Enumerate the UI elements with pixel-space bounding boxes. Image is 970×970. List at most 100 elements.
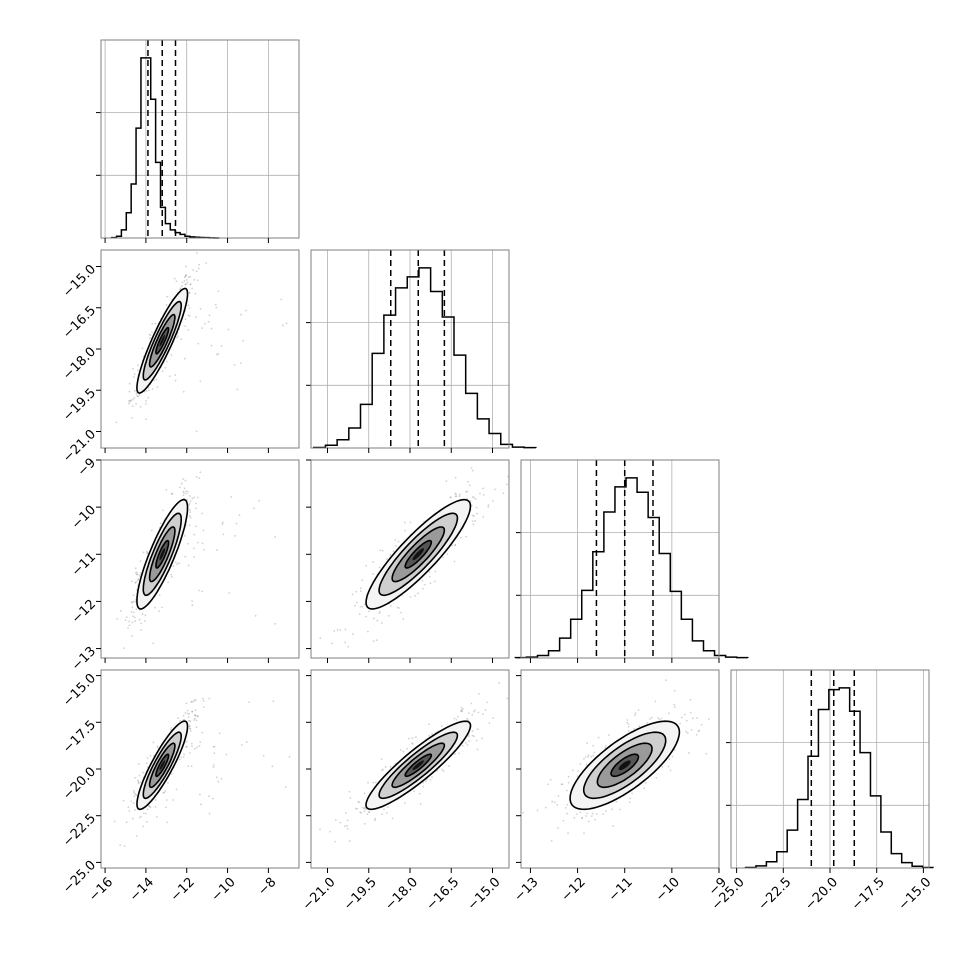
scatter-point xyxy=(166,361,168,363)
scatter-point xyxy=(184,487,186,489)
scatter-point xyxy=(208,698,210,700)
scatter-point xyxy=(129,401,131,403)
scatter-point xyxy=(701,724,703,726)
scatter-point xyxy=(189,503,191,505)
scatter-point xyxy=(428,735,430,737)
scatter-point xyxy=(134,601,136,603)
scatter-point xyxy=(179,759,181,761)
scatter-point xyxy=(193,279,195,281)
scatter-point xyxy=(408,738,410,740)
scatter-point xyxy=(397,607,399,609)
scatter-point xyxy=(381,758,383,760)
scatter-point xyxy=(139,574,141,576)
scatter-point xyxy=(137,370,139,372)
scatter-point xyxy=(184,719,186,721)
scatter-point xyxy=(165,806,167,808)
scatter-point xyxy=(468,735,470,737)
scatter-point xyxy=(455,719,457,721)
scatter-point xyxy=(274,623,276,625)
scatter-point xyxy=(522,812,524,814)
scatter-point xyxy=(176,788,178,790)
scatter-point xyxy=(611,808,613,810)
scatter-point xyxy=(472,470,474,472)
scatter-point xyxy=(200,803,202,805)
scatter-point xyxy=(192,498,194,500)
scatter-point xyxy=(138,579,140,581)
y-tick-label: −13 xyxy=(69,644,99,674)
scatter-point xyxy=(199,471,201,473)
scatter-point xyxy=(587,756,589,758)
scatter-point xyxy=(404,802,406,804)
scatter-point xyxy=(469,484,471,486)
scatter-point xyxy=(579,811,581,813)
scatter-point xyxy=(634,714,636,716)
scatter-point xyxy=(242,340,244,342)
scatter-point xyxy=(189,515,191,517)
hist-panel-3 xyxy=(726,670,933,873)
scatter-point xyxy=(592,745,594,747)
scatter-point xyxy=(687,732,689,734)
scatter-point xyxy=(472,520,474,522)
scatter-point xyxy=(274,536,276,538)
scatter-point xyxy=(364,807,366,809)
hist-panel-2 xyxy=(515,460,747,663)
x-tick-label: −18.0 xyxy=(382,875,421,914)
scatter-point xyxy=(354,605,356,607)
scatter-point xyxy=(746,689,748,691)
panel-content xyxy=(116,249,288,432)
scatter-point xyxy=(198,590,200,592)
scatter-point xyxy=(465,491,467,493)
scatter-point xyxy=(628,726,630,728)
histogram xyxy=(515,478,747,658)
scatter-point xyxy=(192,269,194,271)
scatter-point xyxy=(176,563,178,565)
y-tick-label: −21.0 xyxy=(60,427,99,466)
scatter-point xyxy=(385,766,387,768)
scatter-point xyxy=(429,571,431,573)
scatter-point xyxy=(383,809,385,811)
scatter-point xyxy=(458,495,460,497)
x-tick-label: −16.5 xyxy=(424,875,463,914)
x-tick-label: −8 xyxy=(255,875,279,899)
scatter-point xyxy=(474,520,476,522)
panel-frame xyxy=(101,460,299,658)
scatter-point xyxy=(379,549,381,551)
scatter-point xyxy=(346,825,348,827)
scatter-point xyxy=(140,406,142,408)
scatter-point xyxy=(152,642,154,644)
scatter-point xyxy=(492,717,494,719)
scatter-point xyxy=(475,498,477,500)
scatter-point xyxy=(482,713,484,715)
scatter-point xyxy=(376,620,378,622)
scatter-point xyxy=(333,630,335,632)
scatter-point xyxy=(212,766,214,768)
scatter-point xyxy=(221,778,223,780)
scatter-point xyxy=(579,763,581,765)
scatter-point xyxy=(136,393,138,395)
scatter-point xyxy=(594,752,596,754)
scatter-point xyxy=(359,613,361,615)
scatter-point xyxy=(205,262,207,264)
scatter-point xyxy=(379,611,381,613)
scatter-point xyxy=(705,753,707,755)
scatter-point xyxy=(368,811,370,813)
scatter-point xyxy=(208,795,210,797)
scatter-point xyxy=(412,743,414,745)
scatter-point xyxy=(146,821,148,823)
scatter-point xyxy=(194,699,196,701)
scatter-point xyxy=(667,766,669,768)
scatter-point xyxy=(234,364,236,366)
scatter-point xyxy=(134,777,136,779)
scatter-point xyxy=(594,819,596,821)
scatter-point xyxy=(446,480,448,482)
scatter-point xyxy=(166,821,168,823)
scatter-point xyxy=(457,716,459,718)
scatter-point xyxy=(337,629,339,631)
scatter-point xyxy=(414,595,416,597)
scatter-point xyxy=(193,534,195,536)
scatter-point xyxy=(128,810,130,812)
x-tick-label: −13 xyxy=(512,875,542,905)
scatter-point xyxy=(180,287,182,289)
scatter-point xyxy=(374,819,376,821)
scatter-point xyxy=(660,718,662,720)
